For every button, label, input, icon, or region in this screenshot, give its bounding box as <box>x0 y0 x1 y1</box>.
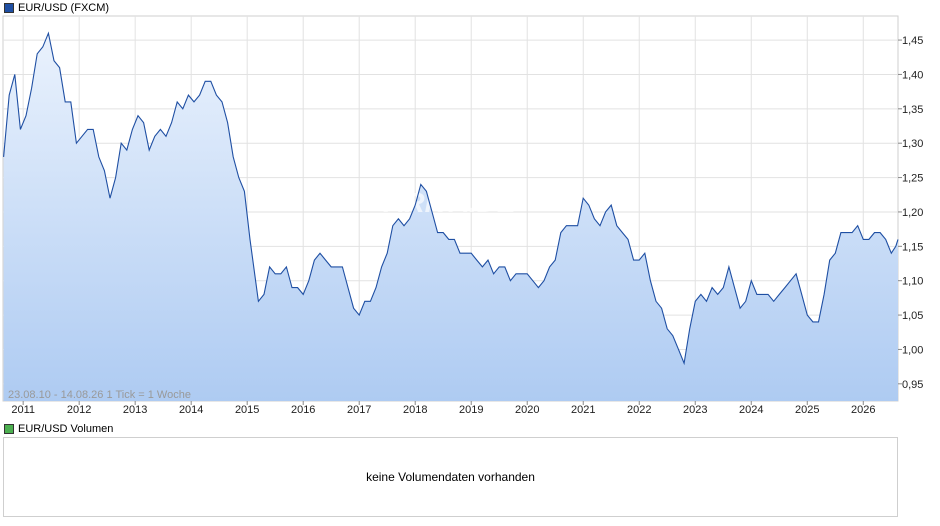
y-tick-label: 1,45 <box>902 35 923 47</box>
price-chart: ARIVA.DE 0,95 1,00 1,05 1,10 1,15 1,20 1,25 1,3… <box>2 15 923 416</box>
x-tick-label: 2011 <box>11 404 35 416</box>
x-tick-label: 2015 <box>235 404 259 416</box>
x-tick-label: 2024 <box>739 404 763 416</box>
y-tick-label: 1,30 <box>902 138 923 150</box>
range-info: 23.08.10 - 14.08.26 1 Tick = 1 Woche <box>8 389 191 401</box>
price-line <box>3 31 899 366</box>
price-area <box>3 33 899 401</box>
y-tick-label: 1,25 <box>902 173 923 185</box>
y-tick-label: 1,20 <box>902 207 923 219</box>
price-legend-swatch <box>4 3 14 13</box>
y-tick-label: 1,35 <box>902 104 923 116</box>
x-tick-label: 2017 <box>347 404 371 416</box>
x-tick-label: 2016 <box>291 404 315 416</box>
x-tick-label: 2022 <box>627 404 651 416</box>
volume-legend-label: EUR/USD Volumen <box>18 423 114 435</box>
x-tick-label: 2020 <box>515 404 539 416</box>
x-tick-label: 2023 <box>683 404 707 416</box>
price-legend: EUR/USD (FXCM) <box>4 2 109 14</box>
y-tick-label: 1,15 <box>902 241 923 253</box>
x-tick-label: 2026 <box>851 404 875 416</box>
x-tick-label: 2025 <box>795 404 819 416</box>
x-tick-label: 2014 <box>179 404 203 416</box>
volume-empty-message: keine Volumendaten vorhanden <box>366 470 535 484</box>
y-tick-label: 1,00 <box>902 344 923 356</box>
x-tick-label: 2012 <box>67 404 91 416</box>
y-tick-label: 0,95 <box>902 379 923 391</box>
x-tick-label: 2021 <box>571 404 595 416</box>
x-tick-label: 2018 <box>403 404 427 416</box>
volume-legend: EUR/USD Volumen <box>4 423 113 435</box>
volume-panel: keine Volumendaten vorhanden <box>3 437 898 517</box>
y-tick-label: 1,40 <box>902 69 923 81</box>
volume-legend-swatch <box>4 424 14 434</box>
y-tick-label: 1,05 <box>902 310 923 322</box>
watermark: ARIVA.DE <box>383 187 517 218</box>
y-tick-label: 1,10 <box>902 276 923 288</box>
x-tick-label: 2013 <box>123 404 147 416</box>
x-tick-label: 2019 <box>459 404 483 416</box>
price-legend-label: EUR/USD (FXCM) <box>18 2 110 14</box>
